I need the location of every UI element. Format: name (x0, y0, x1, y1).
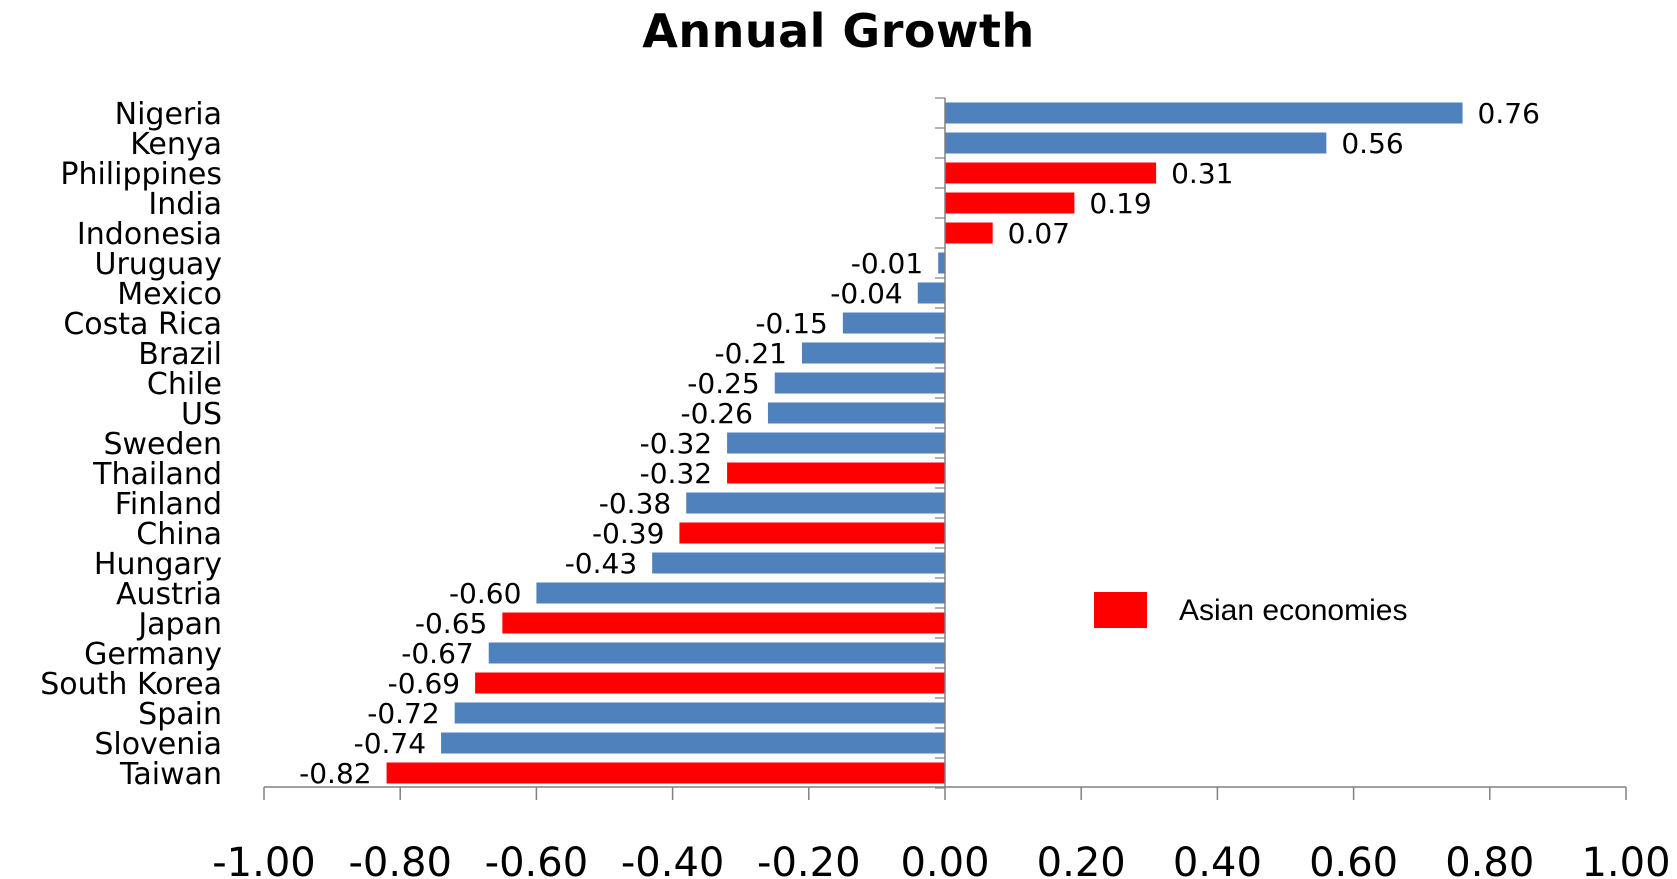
data-label: -0.25 (687, 367, 759, 400)
bar-kenya (945, 132, 1327, 154)
bar-japan (502, 612, 945, 634)
tick-labels-group: -1.00 -0.80 -0.60 -0.40 -0.20 0.00 0.20 0.40 0.6… (212, 840, 1670, 879)
data-label: -0.38 (599, 487, 671, 520)
data-label: -0.26 (680, 397, 752, 430)
bar-china (679, 522, 945, 544)
bar-brazil (801, 342, 945, 364)
category-label: Uruguay (95, 247, 223, 282)
bar-costa-rica (842, 312, 945, 334)
category-label: Japan (136, 607, 222, 642)
bar-thailand (727, 462, 945, 484)
category-label: Indonesia (77, 217, 222, 252)
category-label: Finland (115, 487, 222, 522)
data-label: 0.19 (1089, 187, 1151, 220)
category-label: India (148, 187, 222, 222)
bar-south-korea (475, 672, 945, 694)
category-label: Mexico (117, 277, 222, 312)
data-label: -0.21 (715, 337, 787, 370)
category-label: Thailand (92, 457, 222, 492)
data-label: -0.74 (354, 727, 426, 760)
category-label: US (181, 397, 222, 432)
category-label: Brazil (138, 337, 222, 372)
bar-hungary (652, 552, 945, 574)
data-label: 0.76 (1478, 97, 1540, 130)
data-label: -0.65 (415, 607, 487, 640)
category-label: Philippines (60, 157, 222, 192)
bars-group (386, 102, 1463, 784)
data-label: 0.07 (1008, 217, 1070, 250)
category-label: Sweden (103, 427, 222, 462)
category-label: Kenya (130, 127, 222, 162)
bar-indonesia (945, 222, 993, 244)
bar-austria (536, 582, 945, 604)
data-label: -0.32 (640, 457, 712, 490)
tick-label: -0.20 (757, 840, 861, 879)
category-label: Costa Rica (63, 307, 222, 342)
tick-label: 0.20 (1037, 840, 1126, 879)
bar-germany (488, 642, 945, 664)
tick-label: -0.60 (485, 840, 589, 879)
data-label: -0.67 (401, 637, 473, 670)
category-label: Taiwan (119, 757, 222, 792)
bar-uruguay (938, 252, 945, 274)
category-label: South Korea (40, 667, 222, 702)
category-label: Chile (147, 367, 222, 402)
tick-label: 0.80 (1445, 840, 1534, 879)
data-label: -0.72 (367, 697, 439, 730)
category-label: Austria (116, 577, 222, 612)
category-labels-group: NigeriaKenyaPhilippinesIndiaIndonesiaUru… (40, 97, 222, 792)
tick-label: 0.40 (1173, 840, 1262, 879)
category-label: Nigeria (115, 97, 222, 132)
bar-mexico (917, 282, 945, 304)
data-label: -0.39 (592, 517, 664, 550)
category-label: Hungary (94, 547, 222, 582)
legend: Asian economies (1094, 592, 1407, 628)
category-label: Germany (84, 637, 222, 672)
bar-chile (774, 372, 945, 394)
bar-philippines (945, 162, 1157, 184)
tick-label: 0.60 (1309, 840, 1398, 879)
bar-taiwan (386, 762, 946, 784)
tick-label: -0.40 (621, 840, 725, 879)
data-label: -0.69 (388, 667, 460, 700)
value-labels-group: 0.76 0.56 0.31 0.19 0.07 -0.01-0.04-0.15-0.21… (299, 97, 1540, 790)
legend-swatch (1094, 592, 1147, 628)
data-label: -0.32 (640, 427, 712, 460)
bar-india (945, 192, 1075, 214)
axes-group (263, 97, 1627, 800)
bar-us (767, 402, 945, 424)
tick-label: 1.00 (1581, 840, 1670, 879)
bar-spain (454, 702, 945, 724)
tick-label: -1.00 (212, 840, 316, 879)
data-label: -0.60 (449, 577, 521, 610)
data-label: -0.43 (565, 547, 637, 580)
bar-sweden (727, 432, 945, 454)
data-label: -0.01 (851, 247, 923, 280)
category-label: Slovenia (94, 727, 222, 762)
category-label: Spain (138, 697, 222, 732)
tick-label: 0.00 (900, 840, 989, 879)
data-label: 0.31 (1171, 157, 1233, 190)
bar-finland (686, 492, 945, 514)
data-label: -0.15 (755, 307, 827, 340)
data-label: 0.56 (1341, 127, 1403, 160)
legend-label: Asian economies (1179, 594, 1407, 627)
category-label: China (136, 517, 222, 552)
data-label: -0.04 (830, 277, 902, 310)
tick-label: -0.80 (348, 840, 452, 879)
bar-nigeria (945, 102, 1463, 124)
data-label: -0.82 (299, 757, 371, 790)
chart-title: Annual Growth (642, 4, 1035, 58)
bar-slovenia (441, 732, 945, 754)
